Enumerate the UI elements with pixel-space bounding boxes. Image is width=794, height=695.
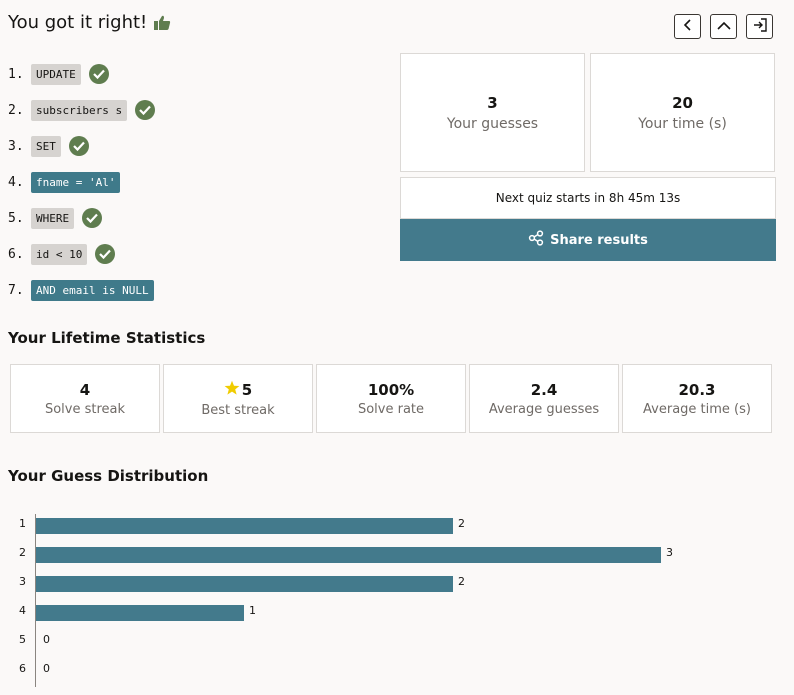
step-number: 2. (8, 102, 24, 118)
stat-number: 20.3 (678, 380, 716, 399)
check-icon (135, 100, 156, 120)
up-button[interactable] (710, 14, 737, 39)
distribution-count: 1 (249, 604, 256, 617)
stat-label: Average time (s) (643, 401, 751, 417)
sql-token: fname = 'Al' (31, 171, 121, 193)
lifetime-stats: 4 Solve streak 5 Best streak 100% Solve rate 2… (10, 364, 772, 433)
distribution-bar (36, 576, 453, 592)
stat-value: 4 (80, 381, 90, 399)
guess-number-label: 2 (19, 546, 26, 559)
answer-step: 5. WHERE (8, 200, 155, 236)
sql-token: SET (31, 135, 61, 157)
stat-value: 100% (368, 381, 414, 399)
check-icon (88, 64, 109, 84)
stat-box: 5 Best streak (163, 364, 313, 433)
answer-step: 3. SET (8, 128, 155, 164)
guess-number-label: 3 (19, 575, 26, 588)
guesses-box: 3 Your guesses (400, 53, 585, 172)
stat-box: 4 Solve streak (10, 364, 160, 433)
exit-button[interactable] (746, 14, 773, 39)
guess-number-label: 5 (19, 633, 26, 646)
stat-number: 2.4 (530, 380, 558, 399)
distribution-bar (36, 518, 453, 534)
stat-value: 20.3 (678, 381, 715, 399)
share-results-label: Share results (550, 232, 648, 248)
distribution-count: 0 (43, 662, 50, 675)
answer-step: 6. id < 10 (8, 236, 155, 272)
step-number: 4. (8, 174, 24, 190)
stat-label: Best streak (201, 402, 275, 418)
stat-box: 100% Solve rate (316, 364, 466, 433)
sql-token: subscribers s (31, 99, 128, 121)
stat-box: 2.4 Average guesses (469, 364, 619, 433)
distribution-bar (36, 605, 244, 621)
stat-number: 4 (79, 380, 91, 399)
chevron-up-icon (716, 17, 732, 36)
answer-steps: 1. UPDATE 2. subscribers s 3. SET 4. fname = 'A… (8, 56, 156, 308)
check-icon (95, 244, 116, 264)
share-results-button[interactable]: Share results (400, 219, 776, 261)
stat-label: Solve rate (357, 401, 425, 417)
lifetime-stats-title: Your Lifetime Statistics (8, 329, 206, 347)
step-number: 7. (8, 282, 24, 298)
next-quiz-countdown: Next quiz starts in 8h 45m 13s (400, 177, 776, 219)
answer-step: 2. subscribers s (8, 92, 156, 128)
distribution-count: 3 (666, 546, 673, 559)
chevron-left-icon (682, 17, 694, 36)
distribution-axis (35, 514, 36, 687)
step-number: 1. (8, 66, 24, 82)
back-button[interactable] (674, 14, 701, 39)
stat-value: 5 (224, 380, 252, 400)
stat-label: Average guesses (488, 401, 600, 417)
answer-step: 7. AND email is NULL (8, 272, 155, 308)
answer-step: 4. fname = 'Al' (8, 164, 155, 200)
stat-value: 2.4 (531, 381, 558, 399)
answer-step: 1. UPDATE (8, 56, 155, 92)
distribution-count: 2 (458, 517, 465, 530)
guess-number-label: 4 (19, 604, 26, 617)
thumbs-up-icon (153, 15, 171, 31)
star-icon (224, 380, 240, 400)
stat-box: 20.3 Average time (s) (622, 364, 772, 433)
step-number: 6. (8, 246, 24, 262)
nav-buttons (674, 14, 773, 39)
step-number: 5. (8, 210, 24, 226)
guesses-label: Your guesses (446, 115, 539, 132)
time-box: 20 Your time (s) (590, 53, 775, 172)
stat-label: Solve streak (44, 401, 126, 417)
result-boxes: 3 Your guesses 20 Your time (s) (400, 53, 775, 172)
distribution-bar (36, 547, 661, 563)
guess-distribution-title: Your Guess Distribution (8, 467, 209, 485)
stat-number: 100% (367, 380, 415, 399)
distribution-count: 0 (43, 633, 50, 646)
sign-in-icon (752, 17, 768, 37)
sql-token: WHERE (31, 207, 75, 229)
sql-token: AND email is NULL (31, 279, 154, 301)
share-icon (528, 230, 544, 250)
page-title: You got it right! (8, 12, 148, 33)
stat-number: 5 (241, 380, 253, 399)
sql-token: id < 10 (31, 243, 88, 265)
check-icon (68, 136, 89, 156)
distribution-count: 2 (458, 575, 465, 588)
time-label: Your time (s) (638, 115, 727, 132)
check-icon (82, 208, 103, 228)
result-heading: You got it right! (8, 12, 171, 33)
next-quiz-text: Next quiz starts in 8h 45m 13s (495, 191, 681, 205)
guesses-value: 3 (487, 93, 498, 112)
guess-number-label: 1 (19, 517, 26, 530)
step-number: 3. (8, 138, 24, 154)
sql-token: UPDATE (31, 63, 81, 85)
guess-number-label: 6 (19, 662, 26, 675)
time-value: 20 (672, 93, 693, 112)
